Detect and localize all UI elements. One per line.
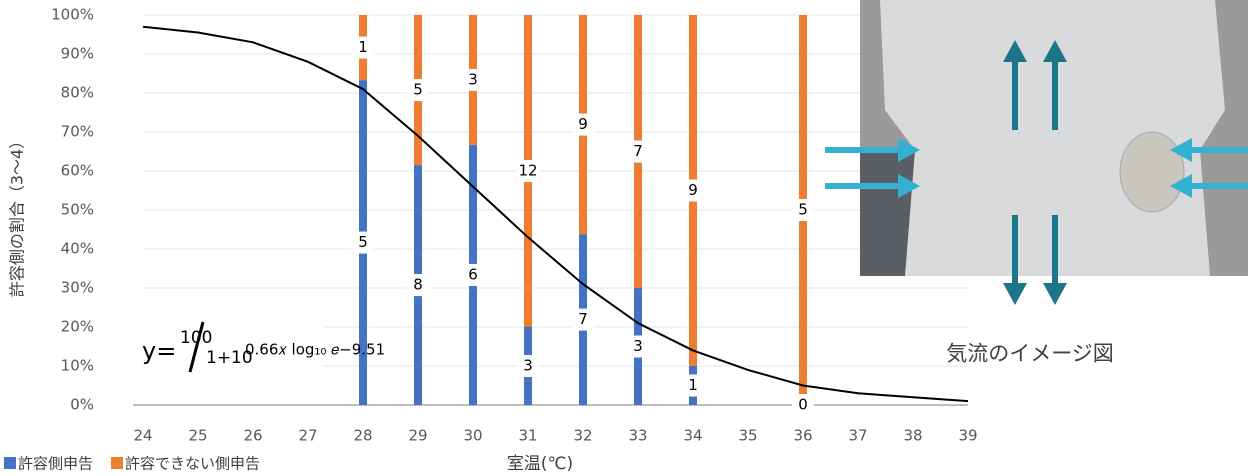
chart: 0% 10% 20% 30% 40% 50% 60% 70% 80% 90% 100% 24 25 26 2… (0, 0, 1248, 476)
data-label: 1 (688, 376, 698, 394)
x-tick-label: 28 (353, 427, 372, 445)
x-tick-label: 34 (683, 427, 702, 445)
y-tick-label: 50% (61, 201, 94, 219)
legend-swatch (111, 457, 123, 469)
x-tick-label: 25 (188, 427, 207, 445)
x-tick-label: 26 (243, 427, 262, 445)
data-label: 5 (413, 81, 423, 99)
x-tick-label: 30 (463, 427, 482, 445)
y-tick-label: 40% (61, 240, 94, 258)
x-tick-label: 24 (133, 427, 152, 445)
x-tick-label: 39 (958, 427, 977, 445)
y-tick-label: 90% (61, 45, 94, 63)
y-tick-label: 60% (61, 162, 94, 180)
fan (1120, 132, 1184, 212)
data-label: 3 (468, 70, 478, 88)
y-tick-label: 0% (70, 396, 94, 414)
x-tick-label: 38 (903, 427, 922, 445)
y-tick-label: 100% (51, 6, 94, 24)
data-label: 0 (798, 396, 808, 414)
legend-swatch (4, 457, 16, 469)
y-axis-title: 許容側の割合（3〜4） (8, 133, 27, 297)
data-label: 8 (413, 276, 423, 294)
data-label: 7 (578, 310, 588, 328)
data-label: 1 (358, 38, 368, 56)
y-tick-label: 20% (61, 318, 94, 336)
data-label: 6 (468, 265, 478, 283)
data-label: 9 (578, 115, 588, 133)
data-label: 3 (633, 337, 643, 355)
y-tick-label: 80% (61, 84, 94, 102)
x-tick-label: 36 (793, 427, 812, 445)
legend-label: 許容できない側申告 (125, 455, 260, 473)
x-tick-label: 37 (848, 427, 867, 445)
x-tick-label: 27 (298, 427, 317, 445)
y-tick-label: 10% (61, 357, 94, 375)
data-label: 5 (358, 233, 368, 251)
x-tick-label: 35 (738, 427, 757, 445)
photo-caption: 気流のイメージ図 (946, 342, 1114, 366)
x-axis-title: 室温(℃) (507, 454, 573, 474)
y-tick-label: 30% (61, 279, 94, 297)
plot: 0% 10% 20% 30% 40% 50% 60% 70% 80% 90% 100% 24 25 26 2… (4, 6, 978, 475)
x-tick-label: 33 (628, 427, 647, 445)
data-label: 9 (688, 181, 698, 199)
data-label: 3 (523, 357, 533, 375)
data-label: 12 (518, 162, 537, 180)
y-tick-label: 70% (61, 123, 94, 141)
formula-part: 0.66𝑥 log₁₀ 𝑒−9.51 (245, 341, 385, 359)
formula-part: y= (142, 337, 176, 365)
x-tick-label: 29 (408, 427, 427, 445)
page: {"chart_data":{"type":"bar","stacked":tr… (0, 0, 1248, 476)
legend-label: 許容側申告 (18, 455, 93, 473)
airflow-photo: 気流のイメージ図 (825, 0, 1248, 366)
x-tick-label: 32 (573, 427, 592, 445)
data-label: 7 (633, 142, 643, 160)
x-tick-label: 31 (518, 427, 537, 445)
data-label: 5 (798, 201, 808, 219)
